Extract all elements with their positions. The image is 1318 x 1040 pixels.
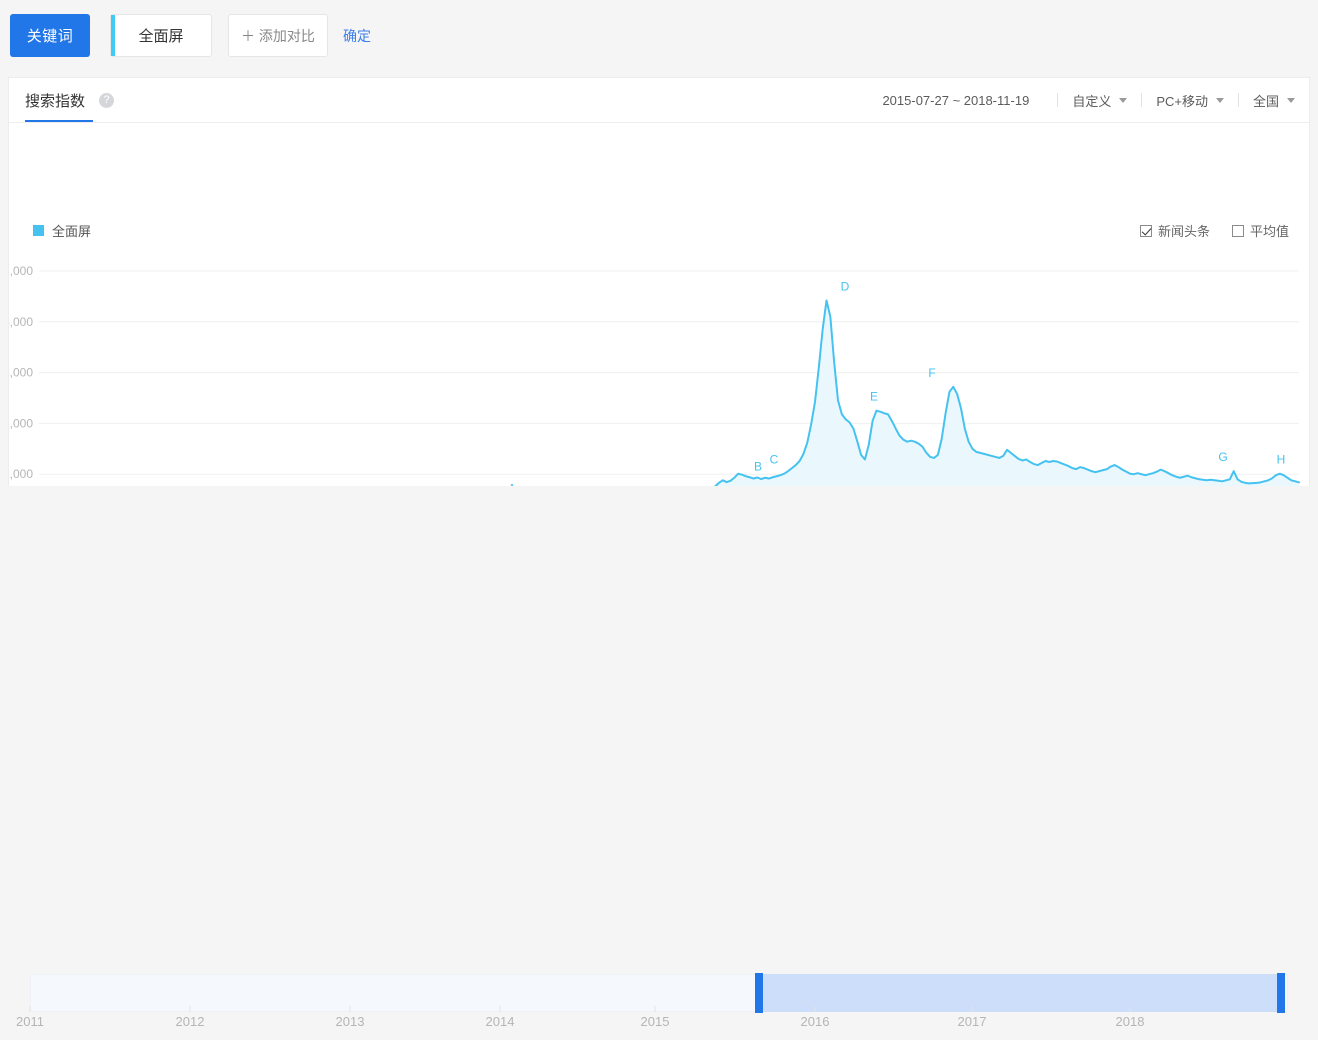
top-toolbar: 关键词 全面屏 ＋ 添加对比 确定: [0, 0, 1318, 71]
event-marker-g[interactable]: G: [1218, 450, 1227, 464]
average-checkbox[interactable]: 平均值: [1231, 221, 1289, 240]
y-axis-label: 3,000: [9, 366, 33, 380]
event-marker-h[interactable]: H: [1277, 453, 1286, 467]
divider: [1141, 93, 1143, 107]
news-headline-label: 新闻头条: [1157, 224, 1210, 239]
timeline-year-label: 2015: [641, 1014, 670, 1029]
region-select[interactable]: 全国: [1253, 91, 1295, 110]
keyword-chip-quanmianping[interactable]: 全面屏: [110, 14, 212, 57]
timeline-year-label: 2011: [16, 1014, 44, 1029]
keyword-chip-accent-bar: [111, 15, 115, 56]
tab-active-underline: [25, 120, 93, 122]
divider: [1237, 93, 1239, 107]
search-index-card: 搜索指数 ? 2015-07-27 ~ 2018-11-19 自定义 PC+移动…: [3, 77, 1310, 551]
keyword-chip-label: 全面屏: [138, 28, 184, 45]
divider: [1057, 93, 1059, 107]
device-select-label: PC+移动: [1156, 93, 1208, 109]
keyword-button[interactable]: 关键词: [10, 14, 90, 57]
timeline-year-label: 2014: [486, 1014, 515, 1029]
chevron-down-icon: [1119, 97, 1128, 103]
help-icon[interactable]: ?: [99, 93, 114, 108]
card-header-controls: 2015-07-27 ~ 2018-11-19 自定义 PC+移动 全国: [882, 78, 1295, 122]
period-select-label: 自定义: [1072, 93, 1112, 109]
event-marker-c[interactable]: C: [770, 453, 779, 467]
timeline-year-label: 2018: [1116, 1014, 1145, 1029]
event-marker-e[interactable]: E: [870, 390, 878, 404]
y-axis-label: 2,000: [9, 416, 33, 430]
region-select-label: 全国: [1252, 93, 1279, 109]
y-axis-label: 4,000: [9, 315, 33, 329]
add-compare-button[interactable]: ＋ 添加对比: [228, 14, 328, 57]
date-range-label: 2015-07-27 ~ 2018-11-19: [882, 92, 1030, 108]
checkbox-checked-icon: [1139, 224, 1152, 237]
timeline-year-label: 2013: [336, 1014, 365, 1029]
device-select[interactable]: PC+移动: [1156, 91, 1224, 110]
chart-options: 新闻头条 平均值: [1118, 221, 1289, 240]
y-axis-label: 5,000: [9, 264, 33, 278]
timeline-axis: 2011 2012 2013 2014 2015 2016 2017 2018: [16, 1006, 1145, 1029]
timeline-year-label: 2016: [801, 1014, 830, 1029]
legend-label: 全面屏: [52, 224, 92, 239]
checkbox-unchecked-icon: [1231, 224, 1244, 237]
event-marker-b[interactable]: B: [754, 459, 762, 473]
average-label: 平均值: [1249, 224, 1289, 239]
tab-search-index[interactable]: 搜索指数: [25, 93, 86, 110]
period-select[interactable]: 自定义: [1072, 91, 1128, 110]
event-marker-f[interactable]: F: [928, 366, 935, 380]
timeline-year-label: 2017: [958, 1014, 987, 1029]
timeline-year-label: 2012: [176, 1014, 205, 1029]
news-headline-checkbox[interactable]: 新闻头条: [1139, 221, 1210, 240]
legend-swatch: [33, 225, 44, 236]
chart-legend[interactable]: 全面屏: [33, 221, 91, 240]
event-marker-d[interactable]: D: [841, 279, 850, 293]
y-axis-label: 1,000: [9, 467, 33, 481]
series-area-fill: [39, 300, 1299, 525]
card-header: 搜索指数 ? 2015-07-27 ~ 2018-11-19 自定义 PC+移动…: [9, 78, 1309, 123]
timeline-scrubber[interactable]: 2011 2012 2013 2014 2015 2016 2017 2018: [0, 486, 1318, 1029]
chevron-down-icon: [1287, 97, 1295, 103]
confirm-link[interactable]: 确定: [343, 28, 371, 44]
chevron-down-icon: [1215, 97, 1224, 103]
